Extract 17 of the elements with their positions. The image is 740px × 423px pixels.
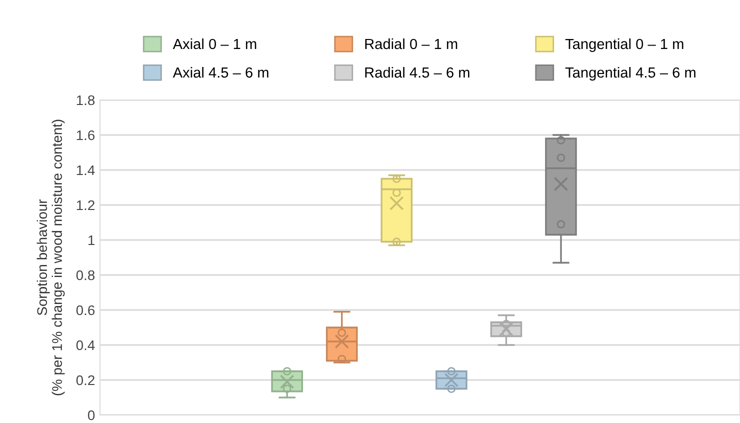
y-tick-label: 1.2 <box>76 200 94 210</box>
legend-label: Axial 4.5 – 6 m <box>172 66 268 78</box>
legend-label: Axial 0 – 1 m <box>172 38 256 50</box>
y-tick-label: 0.6 <box>76 305 95 316</box>
y-tick-label: 0.4 <box>76 340 95 350</box>
y-tick-label: 0 <box>88 410 95 420</box>
legend-label: Radial 0 – 1 m <box>365 38 458 50</box>
y-tick-label: 1.4 <box>76 165 95 176</box>
legend-label: Tangential 4.5 – 6 m <box>565 66 696 81</box>
y-tick-label: 0.8 <box>76 270 95 280</box>
y-axis-title: Sorption behaviour (% per 1% change in wood moisture content) <box>36 120 65 396</box>
y-tick-label: 1.6 <box>76 130 95 140</box>
legend-label: Tangential 0 – 1 m <box>565 38 684 52</box>
y-tick-label: 1.8 <box>76 95 95 106</box>
y-tick-label: 0.2 <box>76 375 94 386</box>
y-tick-label: 1 <box>88 235 94 246</box>
legend-label: Radial 4.5 – 6 m <box>365 66 470 78</box>
